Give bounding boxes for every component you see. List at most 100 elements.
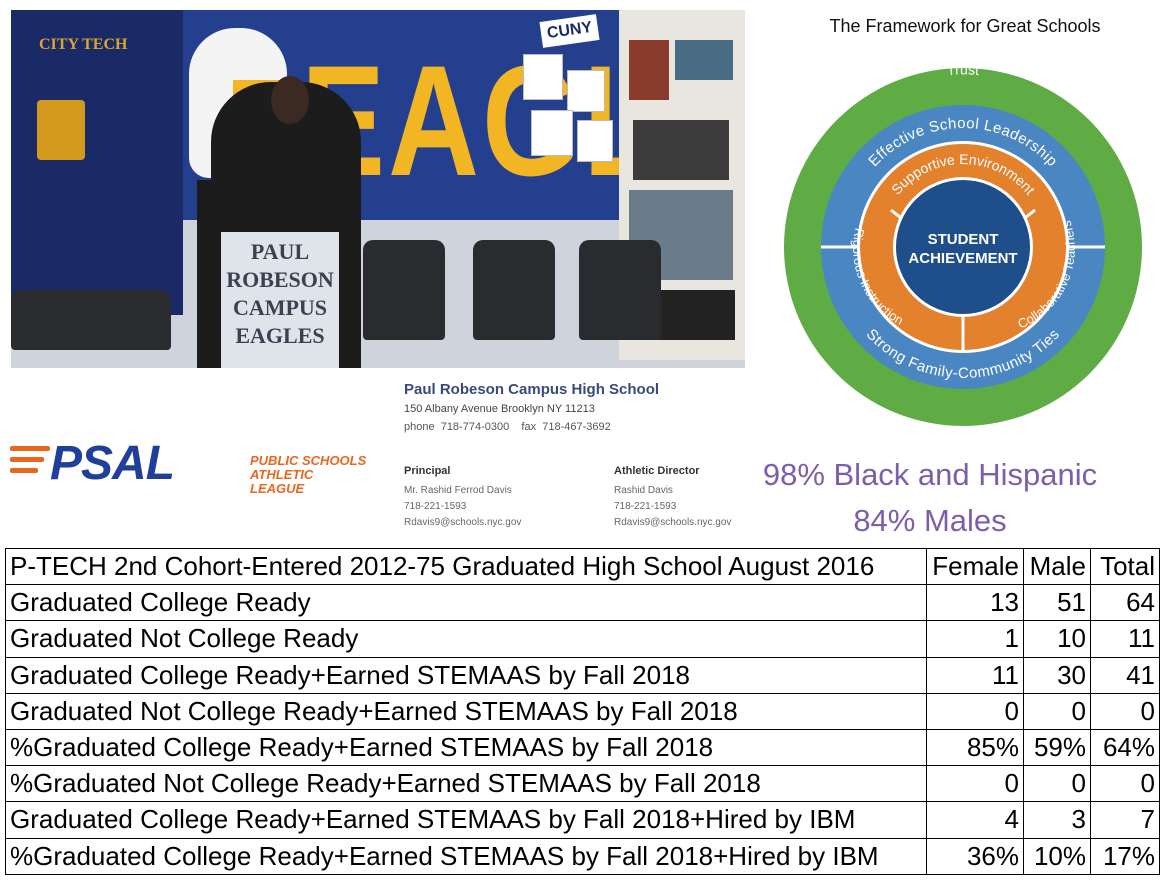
- chair: [579, 240, 661, 340]
- row-label: Graduated College Ready: [5, 584, 927, 622]
- female-value: 13: [926, 584, 1024, 622]
- psal-stripe: [10, 457, 44, 462]
- female-value: 0: [926, 765, 1024, 803]
- table-header-female: Female: [926, 547, 1024, 586]
- row-label: Graduated College Ready+Earned STEMAAS b…: [5, 656, 927, 694]
- school-address: 150 Albany Avenue Brooklyn NY 11213: [404, 403, 595, 415]
- podium-line: ROBESON: [226, 267, 334, 292]
- principal-name: Mr. Rashid Ferrod Davis: [404, 485, 512, 496]
- center-label-line2: ACHIEVEMENT: [908, 250, 1017, 267]
- female-value: 36%: [926, 837, 1024, 875]
- male-value: 10: [1023, 620, 1091, 658]
- athletic-director-heading: Athletic Director: [614, 465, 700, 477]
- row-label: Graduated Not College Ready: [5, 620, 927, 658]
- male-value: 10%: [1023, 837, 1091, 875]
- table-row: Graduated College Ready 13 51 64: [5, 584, 1160, 622]
- table-row: Graduated College Ready+Earned STEMAAS b…: [5, 801, 1160, 839]
- total-value: 64: [1090, 584, 1160, 622]
- principal-email: Rdavis9@schools.nyc.gov: [404, 517, 522, 528]
- table-header-total: Total: [1090, 547, 1160, 586]
- framework-diagram: Trust Effective School Leadership Strong…: [784, 68, 1142, 426]
- art-tile: [629, 40, 669, 100]
- table-header-cohort: P-TECH 2nd Cohort-Entered 2012-75 Gradua…: [5, 547, 927, 586]
- school-phone-fax: phone 718-774-0300 fax 718-467-3692: [404, 421, 611, 433]
- podium-line: PAUL: [250, 239, 310, 264]
- male-value: 59%: [1023, 728, 1091, 767]
- total-value: 7: [1090, 801, 1160, 839]
- table-row: %Graduated College Ready+Earned STEMAAS …: [5, 837, 1160, 875]
- demographics: 98% Black and Hispanic 84% Males: [740, 452, 1120, 544]
- demographics-race: 98% Black and Hispanic: [762, 457, 1098, 492]
- row-label: %Graduated College Ready+Earned STEMAAS …: [5, 728, 927, 767]
- school-name: Paul Robeson Campus High School: [404, 381, 660, 398]
- psal-tagline: PUBLIC SCHOOLS ATHLETIC LEAGUE: [250, 454, 370, 496]
- total-value: 17%: [1090, 837, 1160, 875]
- total-value: 11: [1090, 620, 1160, 658]
- trust-label: Trust: [946, 68, 980, 78]
- principal-phone: 718-221-1593: [404, 501, 467, 512]
- male-value: 30: [1023, 656, 1091, 694]
- student-achievement-core: [896, 180, 1030, 314]
- male-value: 3: [1023, 801, 1091, 839]
- table-row: %Graduated Not College Ready+Earned STEM…: [5, 765, 1160, 803]
- framework-title: The Framework for Great Schools: [829, 16, 1101, 36]
- female-value: 11: [926, 656, 1024, 694]
- art-tile: [675, 40, 733, 80]
- podium-sign: PAUL ROBESON CAMPUS EAGLES: [221, 232, 339, 368]
- total-value: 0: [1090, 692, 1160, 730]
- center-label-line1: STUDENT: [928, 231, 999, 248]
- table-row: Graduated Not College Ready 1 10 11: [5, 620, 1160, 658]
- row-label: Graduated College Ready+Earned STEMAAS b…: [5, 801, 927, 839]
- psal-tagline-line1: PUBLIC SCHOOLS: [250, 453, 367, 468]
- wall-notice: [531, 110, 573, 156]
- psal-stripe: [10, 468, 38, 473]
- svg-text:Trust: Trust: [946, 68, 980, 78]
- male-value: 51: [1023, 584, 1091, 622]
- female-value: 0: [926, 692, 1024, 730]
- ring-divider: [1024, 208, 1036, 220]
- principal-contact: Principal Mr. Rashid Ferrod Davis 718-22…: [404, 463, 521, 531]
- female-value: 4: [926, 801, 1024, 839]
- total-value: 41: [1090, 656, 1160, 694]
- wall-notice: [577, 120, 613, 162]
- principal-heading: Principal: [404, 465, 451, 477]
- psal-tagline-line2: ATHLETIC LEAGUE: [250, 467, 314, 496]
- table-row: Graduated College Ready+Earned STEMAAS b…: [5, 656, 1160, 694]
- chair: [11, 290, 171, 350]
- female-value: 1: [926, 620, 1024, 658]
- female-value: 85%: [926, 728, 1024, 767]
- college-seal: [37, 100, 85, 160]
- ring-divider: [890, 208, 902, 220]
- table-row: %Graduated College Ready+Earned STEMAAS …: [5, 728, 1160, 767]
- cohort-outcomes-table: P-TECH 2nd Cohort-Entered 2012-75 Gradua…: [5, 547, 1160, 875]
- podium-line: EAGLES: [235, 323, 325, 348]
- athletic-director-name: Rashid Davis: [614, 485, 673, 496]
- table-header-male: Male: [1023, 547, 1091, 586]
- row-label: Graduated Not College Ready+Earned STEMA…: [5, 692, 927, 730]
- table-header-row: P-TECH 2nd Cohort-Entered 2012-75 Gradua…: [5, 547, 1160, 586]
- male-value: 0: [1023, 692, 1091, 730]
- chair: [473, 240, 555, 340]
- psal-stripe: [10, 446, 50, 451]
- athletic-director-phone: 718-221-1593: [614, 501, 677, 512]
- chair: [363, 240, 445, 340]
- art-tile: [651, 290, 735, 340]
- row-label: %Graduated College Ready+Earned STEMAAS …: [5, 837, 927, 875]
- speaker-head: [271, 76, 309, 124]
- city-tech-banner: [11, 10, 183, 315]
- male-value: 0: [1023, 765, 1091, 803]
- wall-notice: [567, 70, 605, 112]
- total-value: 0: [1090, 765, 1160, 803]
- row-label: %Graduated Not College Ready+Earned STEM…: [5, 765, 927, 803]
- event-photo: CITY TECH EAGLES CUNY PAUL ROBESON CAMPU…: [11, 10, 745, 368]
- art-tile: [633, 120, 729, 180]
- athletic-director-email: Rdavis9@schools.nyc.gov: [614, 517, 732, 528]
- psal-wordmark: PSAL: [50, 437, 175, 490]
- table-row: Graduated Not College Ready+Earned STEMA…: [5, 692, 1160, 730]
- wall-notice: [523, 54, 563, 100]
- total-value: 64%: [1090, 728, 1160, 767]
- psal-logo: PSAL PUBLIC SCHOOLS ATHLETIC LEAGUE: [10, 437, 370, 496]
- demographics-gender: 84% Males: [853, 503, 1007, 538]
- podium-line: CAMPUS: [232, 295, 328, 320]
- athletic-director-contact: Athletic Director Rashid Davis 718-221-1…: [614, 463, 731, 531]
